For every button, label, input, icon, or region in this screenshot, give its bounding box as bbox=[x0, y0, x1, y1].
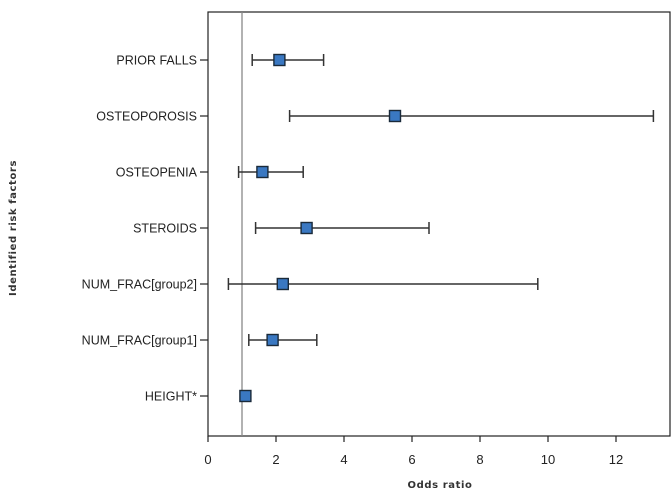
y-tick-label: NUM_FRAC[group1] bbox=[82, 334, 197, 348]
odds-ratio-marker bbox=[239, 389, 252, 403]
x-axis: 0 2 4 6 8 10 12 bbox=[204, 436, 623, 467]
odds-ratio-marker bbox=[266, 333, 279, 347]
odds-ratio-marker bbox=[388, 109, 402, 123]
x-tick-label: 2 bbox=[272, 452, 279, 467]
plot-frame bbox=[207, 11, 671, 437]
x-tick-label: 4 bbox=[340, 452, 347, 467]
odds-ratio-marker bbox=[273, 53, 286, 67]
x-tick-label: 0 bbox=[204, 452, 211, 467]
x-tick-label: 8 bbox=[476, 452, 483, 467]
y-tick-label: OSTEOPENIA bbox=[116, 166, 198, 180]
odds-ratio-marker bbox=[276, 277, 289, 291]
y-tick-label: PRIOR FALLS bbox=[116, 54, 197, 68]
y-axis-title: Identified risk factors bbox=[8, 160, 19, 296]
x-axis-title: Odds ratio bbox=[407, 480, 472, 490]
x-tick-label: 6 bbox=[408, 452, 415, 467]
odds-ratio-marker bbox=[256, 165, 269, 179]
odds-ratio-marker bbox=[300, 221, 313, 235]
y-tick-label: STEROIDS bbox=[133, 222, 197, 236]
y-tick-label: NUM_FRAC[group2] bbox=[82, 278, 197, 292]
risk-factor-rows: PRIOR FALLS OSTEOPOROSIS OSTEOPENIA STEROID… bbox=[82, 53, 655, 404]
y-tick-label: HEIGHT* bbox=[145, 390, 197, 404]
x-tick-label: 12 bbox=[609, 452, 623, 467]
x-tick-label: 10 bbox=[541, 452, 555, 467]
y-tick-label: OSTEOPOROSIS bbox=[96, 110, 197, 124]
